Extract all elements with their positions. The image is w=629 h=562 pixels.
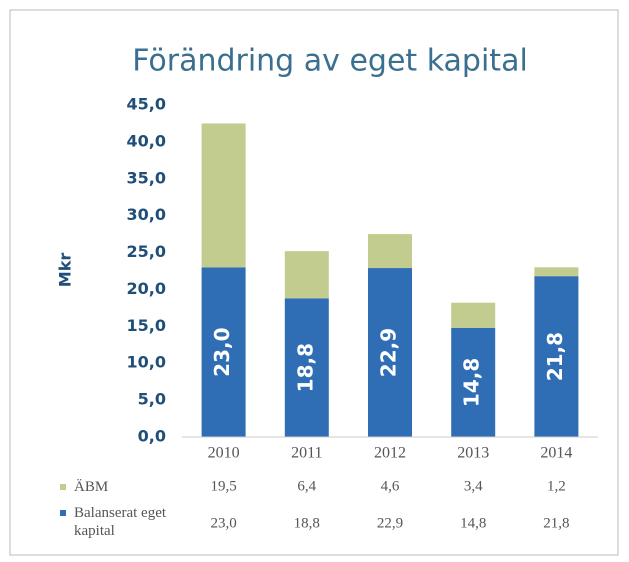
table-cell: 19,5 (210, 478, 236, 494)
bar-segment (451, 302, 496, 328)
x-tick-label: 2010 (208, 445, 240, 462)
bar-value-label: 23,0 (210, 327, 234, 376)
table-cell: 21,8 (543, 515, 569, 531)
table-cell: 18,8 (294, 515, 320, 531)
table-cell: 4,6 (381, 478, 400, 494)
bar-value-label: 18,8 (293, 343, 317, 392)
x-tick-label: 2011 (291, 445, 322, 462)
y-tick-label: 35,0 (127, 168, 166, 187)
x-tick-label: 2014 (540, 445, 572, 462)
bar-segment (451, 327, 496, 437)
bar-segment (368, 268, 412, 437)
y-tick-label: 10,0 (127, 353, 166, 372)
y-tick-label: 0,0 (138, 427, 166, 446)
legend-label: ÄBM (74, 479, 109, 495)
y-tick-label: 40,0 (127, 131, 166, 150)
table-cell: 6,4 (297, 478, 316, 494)
bar-segment (534, 267, 579, 277)
y-axis-label: Mkr (56, 253, 75, 288)
y-tick-label: 25,0 (127, 242, 166, 261)
table-cell: 3,4 (464, 478, 483, 494)
x-tick-label: 2012 (374, 445, 406, 462)
table-cell: 23,0 (210, 515, 236, 531)
table-cell: 22,9 (377, 515, 403, 531)
y-tick-label: 45,0 (127, 95, 166, 114)
legend-label: Balanserat eget kapital (74, 505, 167, 539)
table-cell: 1,2 (547, 478, 566, 494)
legend-swatch (60, 484, 66, 490)
y-tick-label: 15,0 (127, 316, 166, 335)
legend-swatch (60, 510, 66, 516)
y-tick-label: 30,0 (127, 205, 166, 224)
x-tick-label: 2013 (457, 445, 489, 462)
bar-value-label: 21,8 (543, 332, 567, 381)
bar-segment (368, 234, 412, 269)
bar-segment (284, 251, 329, 299)
bar-value-label: 22,9 (377, 328, 401, 377)
bar-segment (534, 276, 579, 437)
bar-segment (201, 267, 246, 437)
y-tick-label: 5,0 (138, 390, 166, 409)
bar-segment (284, 298, 329, 437)
bar-segment (201, 123, 246, 268)
chart-title: Förändring av eget kapital (132, 44, 528, 79)
y-tick-label: 20,0 (127, 279, 166, 298)
table-cell: 14,8 (460, 515, 486, 531)
bar-value-label: 14,8 (460, 358, 484, 407)
frame (9, 9, 619, 556)
